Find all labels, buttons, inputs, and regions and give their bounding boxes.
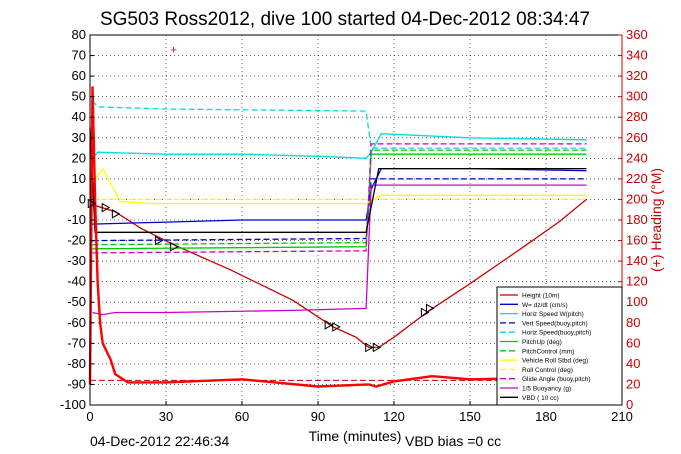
y-tick-label: 30: [72, 130, 86, 145]
y-tick-label: -60: [67, 315, 86, 330]
y2-tick-label: 140: [626, 253, 648, 268]
legend: Height (10m) W= dz/dt (cm/s) Horiz Speed W…: [496, 286, 623, 406]
legend-entry: Height (10m): [522, 293, 560, 300]
series-line: [92, 149, 587, 246]
dive-marker: [425, 303, 435, 314]
y2-tick-label: 160: [626, 233, 648, 248]
y-tick-label: 60: [72, 68, 86, 83]
dive-marker: [111, 208, 121, 219]
y2-tick-label: 120: [626, 274, 648, 289]
y-tick-label: 10: [72, 171, 86, 186]
legend-entry: Glide Angle (buoy,pitch): [522, 376, 591, 383]
dive-marker: [154, 235, 164, 246]
legend-entry: Vert Speed(buoy,pitch): [522, 320, 588, 327]
x-tick-label: 210: [611, 409, 633, 424]
y-tick-label: -90: [67, 376, 86, 391]
y-tick-label: -70: [67, 335, 86, 350]
y-tick-label: 70: [72, 48, 86, 63]
x-axis-label: Time (minutes): [309, 428, 402, 444]
x-tick-label: 150: [459, 409, 481, 424]
x-tick-label: 30: [159, 409, 173, 424]
dive-marker: [365, 342, 374, 353]
dive-marker: [324, 319, 334, 330]
y-tick-label: -50: [67, 294, 86, 309]
y-tick-label: -20: [67, 233, 86, 248]
y2-tick-label: 300: [626, 89, 648, 104]
legend-entry: Roll Control (deg): [522, 367, 573, 374]
y-tick-label: 50: [72, 89, 86, 104]
y2-tick-label: 220: [626, 171, 648, 186]
series-line: [92, 178, 587, 242]
y-tick-label: -40: [67, 274, 86, 289]
y2-tick-label: 340: [626, 48, 648, 63]
legend-entry: Horiz Speed W(pitch): [522, 311, 584, 318]
y2-tick-label: 80: [626, 315, 640, 330]
y2-tick-label: 180: [626, 212, 648, 227]
y-tick-label: -30: [67, 253, 86, 268]
y2-tick-label: 240: [626, 150, 648, 165]
footer-timestamp: 04-Dec-2012 22:46:34: [90, 433, 230, 449]
y2-tick-label: 360: [626, 27, 648, 42]
legend-entry: Vehicle Roll Stbd (deg): [522, 358, 588, 365]
series-line: [92, 167, 587, 225]
legend-entry: Horiz Speed(buoy,pitch): [522, 330, 591, 337]
y2-tick-label: 280: [626, 109, 648, 124]
y-axis-right-label: (+) Heading (°M): [648, 168, 664, 272]
x-tick-label: 180: [535, 409, 557, 424]
y-tick-label: 40: [72, 109, 86, 124]
x-tick-label: 90: [311, 409, 325, 424]
footer-vbd-bias: VBD bias =0 cc: [405, 433, 501, 449]
y2-tick-label: 320: [626, 68, 648, 83]
y2-tick-label: 60: [626, 335, 640, 350]
legend-entry: 1/5 Buoyancy (g): [522, 386, 571, 393]
heading-line: [88, 86, 587, 388]
y2-tick-label: 200: [626, 191, 648, 206]
markers-layer: +: [87, 44, 435, 353]
x-tick-label: 0: [86, 409, 93, 424]
y2-tick-label: 260: [626, 130, 648, 145]
y2-tick-label: 0: [626, 397, 633, 412]
series-line: [92, 133, 587, 159]
y2-tick-label: 40: [626, 356, 640, 371]
y-tick-label: 0: [79, 191, 86, 206]
dive-marker: [170, 241, 179, 252]
y-tick-label: -100: [60, 397, 86, 412]
y-tick-label: 20: [72, 150, 86, 165]
legend-entry: VBD ( 10 cc): [522, 395, 559, 402]
y-tick-label: -80: [67, 356, 86, 371]
dive-marker: [372, 342, 382, 353]
series-line: [92, 184, 587, 316]
x-tick-label: 60: [235, 409, 249, 424]
y-tick-label: -10: [67, 212, 86, 227]
legend-entry: W= dz/dt (cm/s): [522, 302, 568, 309]
legend-entry: PitchControl (mm): [522, 348, 574, 355]
legend-box: [496, 286, 623, 406]
y-tick-label: 80: [72, 27, 86, 42]
series-line: [92, 143, 587, 254]
dive-marker: [87, 198, 97, 209]
series-line: [89, 127, 587, 233]
y-axis-right-ticks: 0 20 40 60 80 100 120 140 160 180 200 220 240 260 280 3…: [618, 27, 648, 412]
x-tick-label: 120: [383, 409, 405, 424]
dive-marker: [420, 307, 430, 318]
outlier-marker: +: [170, 44, 176, 56]
x-axis-ticks: 0 30 60 90 120 150 180 210: [86, 401, 633, 424]
dive-marker: [101, 202, 111, 213]
heading-layer: [88, 86, 587, 388]
series-line: [92, 100, 587, 149]
legend-entry: PitchUp (deg): [522, 339, 562, 346]
y2-tick-label: 20: [626, 376, 640, 391]
series-line: [91, 167, 587, 205]
chart-title: SG503 Ross2012, dive 100 started 04-Dec-…: [100, 9, 590, 30]
y-axis-left-ticks: -100-90-80-70-60-50-40-30-20-10010203040…: [60, 27, 94, 412]
y2-tick-label: 100: [626, 294, 648, 309]
dive-marker: [332, 322, 341, 332]
